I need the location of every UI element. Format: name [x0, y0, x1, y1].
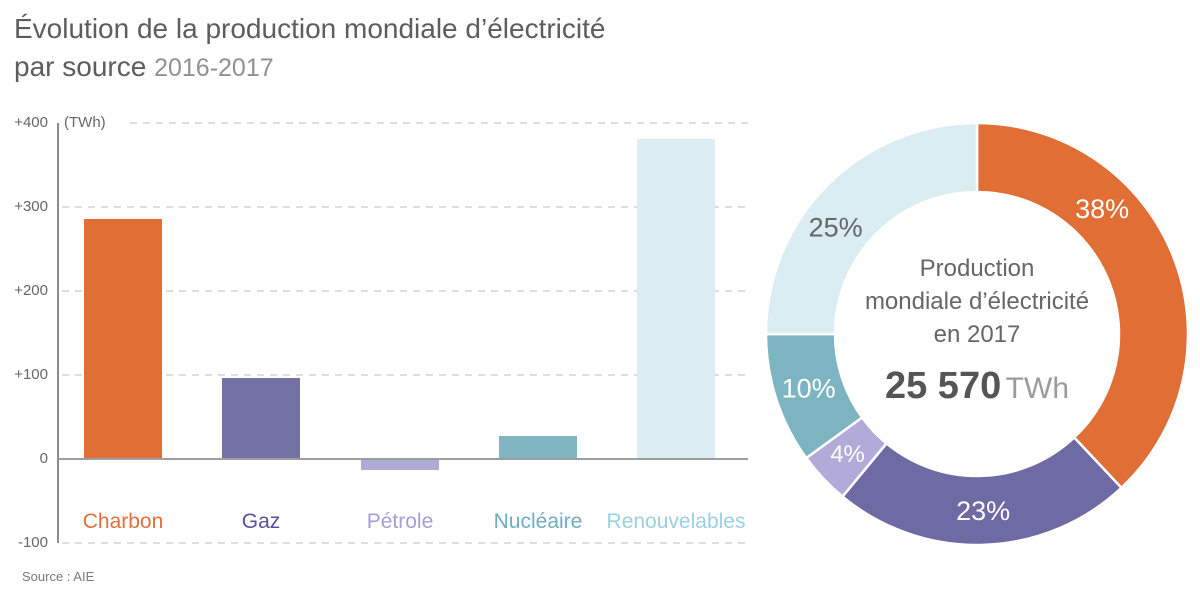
source-note: Source : AIE	[22, 569, 95, 584]
donut-caption-line1: Production	[919, 255, 1035, 282]
y-tick-label: -100	[17, 534, 48, 551]
bar-renouvelables	[637, 138, 715, 458]
y-tick-label: +300	[14, 198, 48, 215]
gridline	[62, 206, 748, 208]
category-label-nucleaire: Nucléaire	[493, 510, 583, 533]
bar-petrole	[361, 460, 439, 471]
category-label-gaz: Gaz	[241, 510, 281, 533]
title-line1: Évolution de la production mondiale d’él…	[14, 13, 606, 44]
category-label-petrole: Pétrole	[366, 510, 434, 533]
category-label-charbon: Charbon	[82, 510, 164, 533]
title-line2: par source	[14, 51, 147, 82]
page-title: Évolution de la production mondiale d’él…	[14, 10, 605, 87]
gridline	[62, 290, 748, 292]
bar-charbon	[84, 218, 162, 458]
bar-nucleaire	[499, 436, 577, 458]
donut-caption-line2: mondiale d’électricité	[864, 288, 1090, 315]
donut-total-value: 25 570	[884, 365, 1002, 407]
y-tick-label: +200	[14, 282, 48, 299]
donut-slice-gaz	[841, 436, 1123, 547]
donut-total: 25 570 TWh	[822, 365, 1132, 408]
y-tick-label: 0	[39, 450, 48, 467]
y-tick-label: +100	[14, 366, 48, 383]
zero-baseline	[57, 458, 748, 460]
gridline	[62, 374, 748, 376]
donut-percent-label-renouvelables: 25%	[809, 212, 863, 242]
donut-total-unit: TWh	[1005, 372, 1069, 405]
donut-slice-renouvelables	[764, 121, 979, 336]
donut-center-text: Production mondiale d’électricité en 201…	[822, 252, 1132, 408]
donut-percent-label-petrole: 4%	[830, 441, 865, 468]
gridline	[130, 122, 748, 124]
donut-slice-charbon	[975, 121, 1190, 490]
y-axis-unit-label: (TWh)	[64, 114, 106, 131]
donut-percent-label-nucleaire: 10%	[782, 374, 836, 404]
donut-percent-label-gaz: 23%	[956, 496, 1010, 526]
donut-caption-line3: en 2017	[933, 321, 1021, 348]
gridline	[62, 542, 748, 544]
donut-percent-label-charbon: 38%	[1075, 194, 1129, 224]
donut-chart: 38% 23% 4% 10% 25%	[764, 121, 1190, 547]
y-tick-label: +400	[14, 114, 48, 131]
y-axis-line	[57, 123, 59, 543]
bar-gaz	[222, 378, 300, 458]
category-label-renouvelables: Renouvelables	[606, 510, 746, 533]
title-period: 2016-2017	[154, 54, 274, 82]
